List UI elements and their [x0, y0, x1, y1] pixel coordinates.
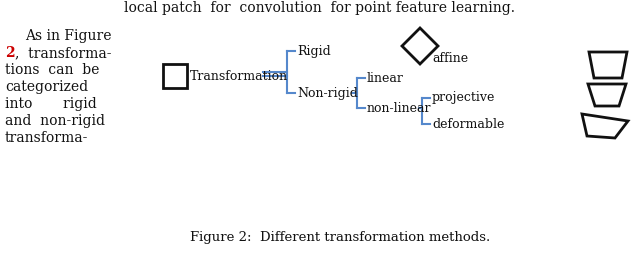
Text: ,  transforma-: , transforma-: [15, 46, 111, 60]
Text: categorized: categorized: [5, 80, 88, 94]
Text: Transformation: Transformation: [190, 69, 288, 82]
Text: deformable: deformable: [432, 118, 504, 131]
Text: affine: affine: [432, 51, 468, 65]
Text: As in Figure: As in Figure: [25, 29, 111, 43]
Bar: [163, 64, 187, 88]
Text: local patch  for  convolution  for point feature learning.: local patch for convolution for point fe…: [125, 1, 515, 15]
Text: Rigid: Rigid: [297, 45, 331, 58]
Text: Figure 2:  Different transformation methods.: Figure 2: Different transformation metho…: [190, 231, 490, 244]
Text: linear: linear: [367, 71, 404, 84]
Text: Non-rigid: Non-rigid: [297, 87, 358, 100]
Text: into       rigid: into rigid: [5, 97, 97, 111]
Text: 2: 2: [5, 46, 15, 60]
Text: tions  can  be: tions can be: [5, 63, 99, 77]
Text: transforma-: transforma-: [5, 131, 88, 145]
Text: non-linear: non-linear: [367, 101, 431, 114]
Text: and  non-rigid: and non-rigid: [5, 114, 105, 128]
Text: projective: projective: [432, 91, 495, 104]
